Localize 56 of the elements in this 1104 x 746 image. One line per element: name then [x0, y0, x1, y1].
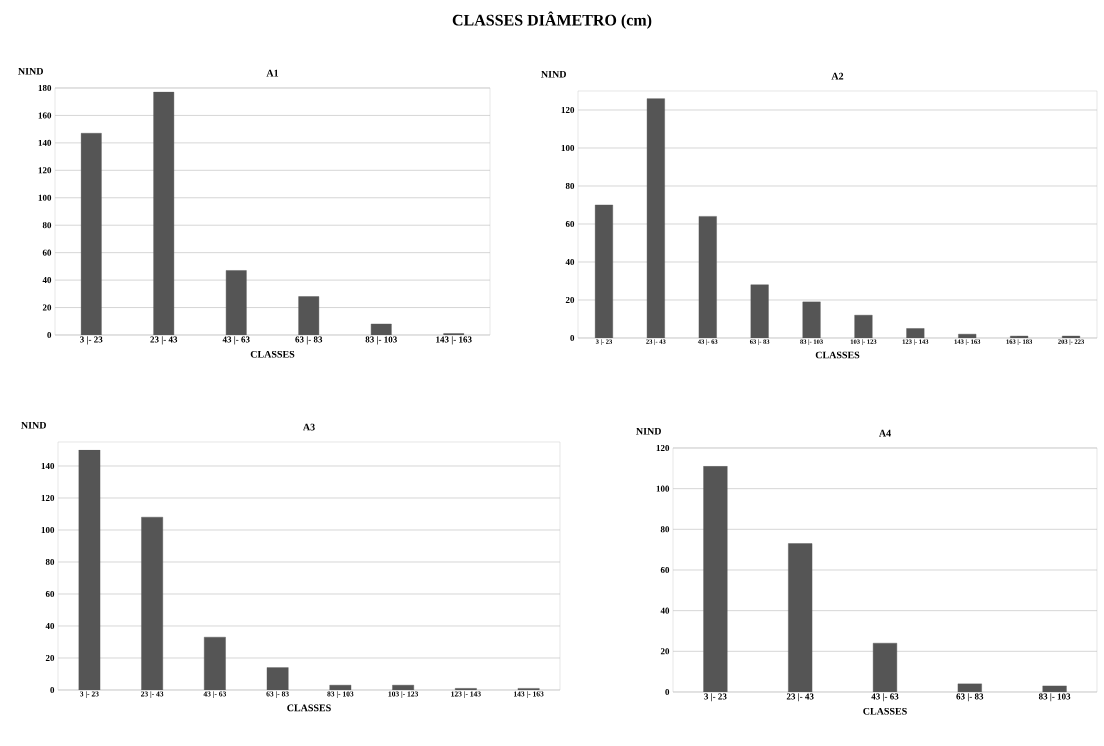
- x-tick-label: 63 |- 83: [956, 693, 984, 702]
- x-axis-title: CLASSES: [863, 707, 907, 715]
- x-axis-title: CLASSES: [287, 704, 331, 712]
- y-tick-label: 100: [41, 526, 55, 534]
- x-tick-label: 3 |- 23: [80, 336, 103, 345]
- y-tick-label: 20: [660, 648, 670, 655]
- y-tick-label: 20: [45, 654, 55, 662]
- x-axis-title: CLASSES: [815, 351, 860, 359]
- y-tick-label: 40: [660, 607, 670, 614]
- y-tick-label: 160: [38, 112, 52, 119]
- y-tick-label: 0: [47, 331, 52, 339]
- y-tick-label: 0: [665, 688, 670, 696]
- y-tick-label: 120: [38, 167, 52, 174]
- y-tick-label: 60: [565, 220, 575, 228]
- x-tick-label: 143 |- 163: [436, 336, 472, 345]
- y-axis-title: NIND: [541, 70, 566, 78]
- y-tick-label: 80: [660, 526, 670, 533]
- chart-title: A2: [831, 72, 844, 80]
- y-axis-title: NIND: [21, 421, 46, 429]
- x-tick-label: 43 |- 63: [871, 693, 899, 702]
- y-tick-label: 100: [656, 485, 670, 492]
- x-tick-label: 83 |- 103: [365, 336, 397, 345]
- y-tick-label: 40: [42, 277, 52, 284]
- y-tick-label: 0: [50, 686, 55, 694]
- x-tick-label: 23 |- 43: [150, 336, 178, 345]
- x-tick-label: 3 |- 23: [704, 693, 727, 702]
- y-tick-label: 60: [42, 249, 52, 256]
- y-axis-title: NIND: [636, 427, 661, 435]
- y-tick-label: 100: [561, 144, 575, 152]
- y-tick-label: 80: [565, 182, 575, 190]
- chart-title: A4: [878, 429, 891, 437]
- x-tick-label: 23 |- 43: [786, 693, 814, 702]
- y-tick-label: 120: [41, 494, 55, 502]
- y-tick-label: 120: [561, 106, 575, 114]
- y-tick-label: 20: [565, 296, 575, 304]
- y-tick-label: 0: [570, 334, 575, 342]
- y-tick-label: 140: [41, 462, 55, 470]
- y-axis-title: NIND: [18, 67, 43, 75]
- y-tick-label: 60: [45, 590, 55, 598]
- y-tick-label: 60: [660, 566, 670, 574]
- y-tick-label: 80: [42, 222, 52, 229]
- y-tick-label: 120: [656, 444, 670, 452]
- y-tick-label: 20: [42, 304, 52, 311]
- y-tick-label: 140: [38, 139, 52, 146]
- y-tick-label: 40: [45, 622, 55, 630]
- y-tick-label: 80: [45, 558, 55, 566]
- x-axis-title: CLASSES: [250, 350, 295, 358]
- chart-title: A1: [266, 69, 279, 77]
- x-tick-label: 43 |- 63: [222, 336, 250, 345]
- y-tick-label: 100: [38, 194, 52, 201]
- x-tick-label: 63 |- 83: [295, 336, 323, 345]
- y-tick-label: 180: [38, 84, 52, 92]
- chart-title: A3: [302, 423, 315, 431]
- x-tick-label: 83 |- 103: [1038, 693, 1071, 702]
- text: CLASSES DIÂMETRO (cm): [452, 11, 652, 29]
- y-tick-label: 40: [565, 258, 575, 266]
